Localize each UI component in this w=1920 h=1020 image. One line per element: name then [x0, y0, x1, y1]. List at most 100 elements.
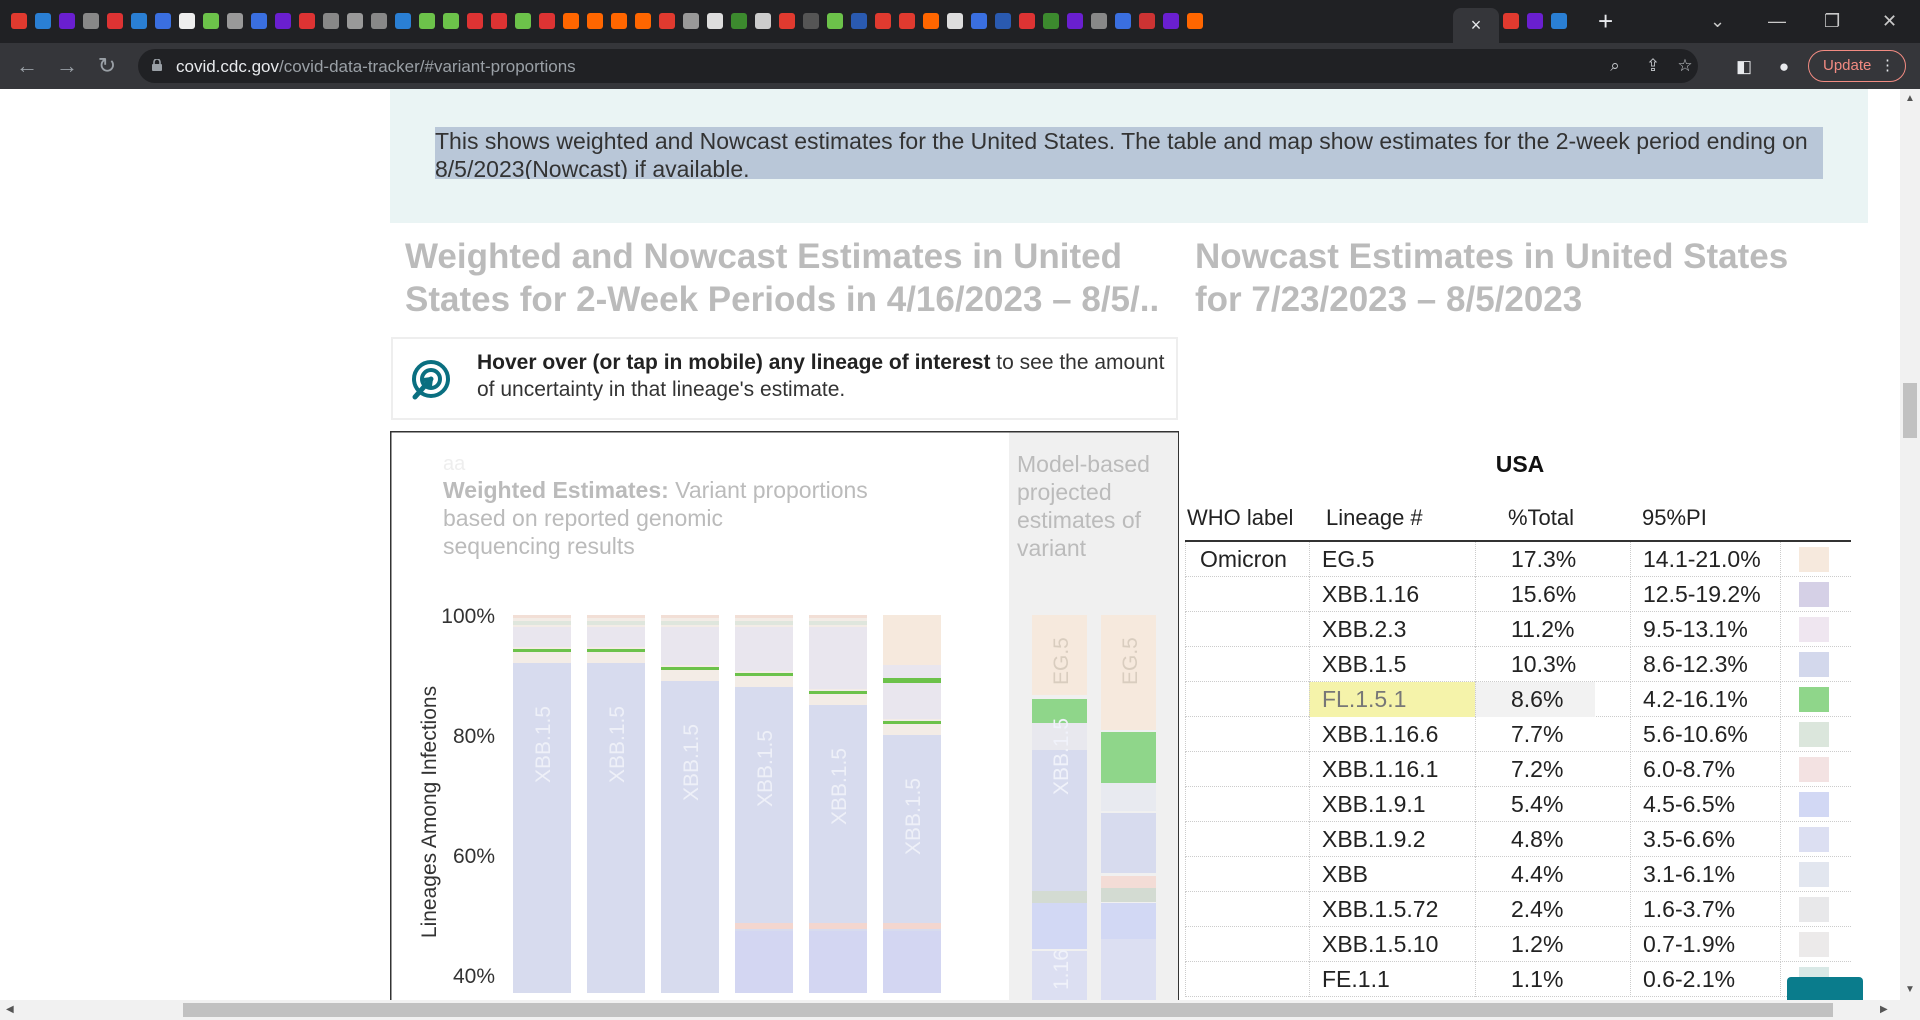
tab-favicon[interactable] — [464, 10, 486, 32]
tab-favicon[interactable] — [128, 10, 150, 32]
tab-favicon[interactable] — [392, 10, 414, 32]
bookmark-star-icon[interactable]: ☆ — [1677, 56, 1693, 75]
tab-favicon[interactable] — [56, 10, 78, 32]
bar-segment-misc[interactable] — [809, 923, 867, 929]
bar-segment-xbb116[interactable] — [513, 621, 571, 625]
back-to-top-button[interactable]: ^ — [1787, 977, 1863, 1000]
tab-favicon[interactable] — [1112, 10, 1134, 32]
address-bar[interactable]: covid.cdc.gov/covid-data-tracker/#varian… — [138, 49, 1698, 83]
share-icon[interactable]: ⇪ — [1645, 56, 1661, 75]
table-row[interactable]: XBB.2.3 11.2% 9.5-13.1% — [1185, 612, 1851, 647]
bar-segment-misc[interactable] — [1101, 783, 1156, 811]
variant-chart[interactable]: aa Weighted Estimates: Variant proportion… — [390, 431, 1179, 1000]
forward-icon[interactable]: → — [56, 53, 78, 78]
bar-segment-fl151[interactable] — [735, 673, 793, 676]
back-icon[interactable]: ← — [16, 53, 38, 78]
bar-segment-xbb116[interactable] — [587, 621, 645, 625]
bar-segment-misc[interactable] — [1101, 888, 1156, 902]
tab-favicon[interactable] — [80, 10, 102, 32]
active-tab[interactable]: × — [1453, 8, 1499, 43]
nowcast-bar[interactable] — [1032, 615, 1087, 1000]
bar-segment-xbb15[interactable] — [1101, 813, 1156, 873]
weighted-bar[interactable] — [587, 615, 645, 993]
tab-favicon[interactable] — [1548, 10, 1570, 32]
bar-segment-eg5[interactable] — [1032, 615, 1087, 695]
bar-segment-misc[interactable] — [513, 627, 571, 647]
tab-favicon[interactable] — [656, 10, 678, 32]
tab-favicon[interactable] — [296, 10, 318, 32]
table-row[interactable]: FE.1.1 1.1% 0.6-2.1% — [1185, 962, 1851, 997]
bar-segment-misc[interactable] — [809, 627, 867, 689]
bar-segment-fl151[interactable] — [883, 721, 941, 724]
bar-segment-xbb116[interactable] — [735, 621, 793, 625]
tab-favicon[interactable] — [704, 10, 726, 32]
bar-segment-eg5[interactable] — [883, 615, 941, 665]
tab-favicon[interactable] — [752, 10, 774, 32]
tab-favicon[interactable] — [1500, 10, 1522, 32]
tab-favicon[interactable] — [368, 10, 390, 32]
tab-favicon[interactable] — [440, 10, 462, 32]
bar-segment-fl151[interactable] — [1101, 732, 1156, 784]
tab-favicon[interactable] — [248, 10, 270, 32]
tab-favicon[interactable] — [800, 10, 822, 32]
tab-favicon[interactable] — [32, 10, 54, 32]
tab-favicon[interactable] — [1040, 10, 1062, 32]
bar-segment-misc[interactable] — [661, 627, 719, 665]
tab-favicon[interactable] — [152, 10, 174, 32]
bar-segment-eg5[interactable] — [735, 615, 793, 618]
table-row[interactable]: XBB.1.5.10 1.2% 0.7-1.9% — [1185, 927, 1851, 962]
bar-segment-xbb15[interactable] — [587, 663, 645, 993]
tab-favicon[interactable] — [1088, 10, 1110, 32]
bar-segment-fl151[interactable] — [809, 691, 867, 694]
weighted-bar[interactable] — [735, 615, 793, 993]
bar-segment-fl151[interactable] — [883, 678, 941, 683]
bar-segment-fl151[interactable] — [587, 649, 645, 652]
bar-segment-misc[interactable] — [1032, 723, 1087, 751]
bar-segment-xbb15[interactable] — [661, 681, 719, 993]
bar-segment-xbb116[interactable] — [1101, 939, 1156, 1000]
tab-favicon[interactable] — [536, 10, 558, 32]
bar-segment-fl151[interactable] — [661, 667, 719, 670]
tab-favicon[interactable] — [416, 10, 438, 32]
tab-favicon[interactable] — [560, 10, 582, 32]
bar-segment-xbb1161[interactable] — [883, 931, 941, 993]
tab-favicon[interactable] — [1016, 10, 1038, 32]
weighted-bar[interactable] — [661, 615, 719, 993]
bar-segment-misc[interactable] — [1032, 891, 1087, 903]
table-row[interactable]: Omicron EG.5 17.3% 14.1-21.0% — [1185, 542, 1851, 577]
table-row[interactable]: FL.1.5.1 8.6% 4.2-16.1% — [1185, 682, 1851, 717]
table-row[interactable]: XBB.1.5 10.3% 8.6-12.3% — [1185, 647, 1851, 682]
tab-favicon[interactable] — [1524, 10, 1546, 32]
nowcast-bar[interactable] — [1101, 615, 1156, 1000]
update-button[interactable]: Update ⋮ — [1808, 50, 1906, 82]
bar-segment-xbb1161[interactable] — [735, 931, 793, 993]
new-tab-button[interactable]: + — [1598, 6, 1614, 36]
bar-segment-xbb116[interactable] — [1032, 951, 1087, 1000]
minimize-icon[interactable]: — — [1768, 11, 1786, 31]
tab-favicon[interactable] — [200, 10, 222, 32]
bar-segment-xbb1161[interactable] — [1101, 903, 1156, 939]
bar-segment-eg5[interactable] — [587, 615, 645, 618]
bar-segment-xbb15[interactable] — [513, 663, 571, 993]
bar-segment-xbb116[interactable] — [661, 621, 719, 625]
bar-segment-xbb1161[interactable] — [1032, 903, 1087, 949]
vertical-scroll-thumb[interactable] — [1903, 383, 1917, 438]
scroll-up-arrow[interactable]: ▲ — [1905, 93, 1915, 104]
bar-segment-misc[interactable] — [1101, 876, 1156, 890]
tab-favicon[interactable] — [176, 10, 198, 32]
table-row[interactable]: XBB.1.9.1 5.4% 4.5-6.5% — [1185, 787, 1851, 822]
table-row[interactable]: XBB.1.9.2 4.8% 3.5-6.6% — [1185, 822, 1851, 857]
bar-segment-misc[interactable] — [883, 923, 941, 929]
table-row[interactable]: XBB.1.16.1 7.2% 6.0-8.7% — [1185, 752, 1851, 787]
tab-favicon[interactable] — [1136, 10, 1158, 32]
tab-favicon[interactable] — [632, 10, 654, 32]
tab-favicon[interactable] — [992, 10, 1014, 32]
tab-favicon[interactable] — [512, 10, 534, 32]
tab-favicon[interactable] — [320, 10, 342, 32]
bar-segment-xbb116[interactable] — [809, 621, 867, 625]
weighted-bar[interactable] — [883, 615, 941, 993]
scroll-right-arrow[interactable]: ▶ — [1880, 1004, 1888, 1015]
tab-favicon[interactable] — [488, 10, 510, 32]
bar-segment-xbb1161[interactable] — [809, 931, 867, 993]
tab-favicon[interactable] — [1160, 10, 1182, 32]
